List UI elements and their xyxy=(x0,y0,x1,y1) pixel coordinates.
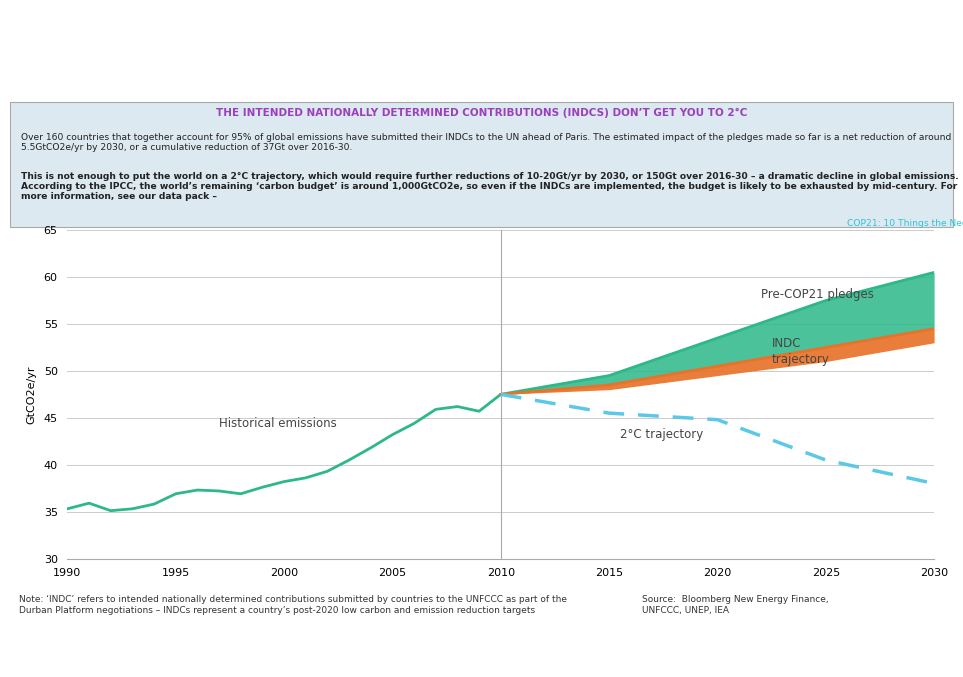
Text: COP21: 10 Things the Negotiators Need to Know: COP21: 10 Things the Negotiators Need to… xyxy=(846,219,963,227)
Text: NEW ENERGY FINANCE: NEW ENERGY FINANCE xyxy=(790,70,923,81)
Y-axis label: GtCO2e/yr: GtCO2e/yr xyxy=(27,365,37,424)
Text: Pre-COP21 pledges: Pre-COP21 pledges xyxy=(761,288,873,301)
Text: INDC
trajectory: INDC trajectory xyxy=(771,337,829,366)
Text: WHO HAS SUBMITTED WHAT?: WHO HAS SUBMITTED WHAT? xyxy=(19,24,412,49)
Text: This is not enough to put the world on a 2°C trajectory, which would require fur: This is not enough to put the world on a… xyxy=(21,172,959,202)
Text: Historical emissions: Historical emissions xyxy=(220,417,337,430)
Text: THE INTENDED NATIONALLY DETERMINED CONTRIBUTIONS (INDCS) DON’T GET YOU TO 2°C: THE INTENDED NATIONALLY DETERMINED CONTR… xyxy=(216,108,747,118)
Text: ANALYSING THE INDCS: ANALYSING THE INDCS xyxy=(19,67,321,91)
Text: 2°C trajectory: 2°C trajectory xyxy=(620,429,703,441)
FancyBboxPatch shape xyxy=(10,102,953,227)
Text: Note: ‘INDC’ refers to intended nationally determined contributions submitted by: Note: ‘INDC’ refers to intended national… xyxy=(19,596,567,615)
Text: Over 160 countries that together account for 95% of global emissions have submit: Over 160 countries that together account… xyxy=(21,133,951,152)
Text: Bloomberg: Bloomberg xyxy=(790,28,926,47)
Text: Source:  Bloomberg New Energy Finance,
UNFCCC, UNEP, IEA: Source: Bloomberg New Energy Finance, UN… xyxy=(642,596,828,615)
